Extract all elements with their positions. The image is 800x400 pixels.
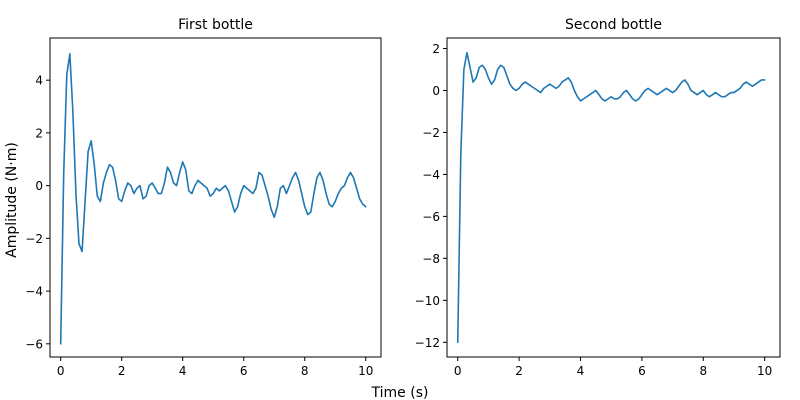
y-tick-label: 2 — [35, 126, 43, 140]
x-tick-label: 4 — [179, 364, 187, 378]
plot-area — [59, 53, 367, 345]
axes-frame — [49, 37, 382, 358]
tick-group: 0 2 4 6 8 10 −6 −4 −2 0 2 4 — [25, 74, 373, 378]
subplot-first-bottle: First bottle 0 2 4 6 8 10 −6 −4 −2 0 2 4 — [25, 17, 382, 378]
y-tick-label: −12 — [415, 336, 440, 350]
y-tick-label: 4 — [35, 74, 43, 88]
x-tick-label: 2 — [515, 364, 523, 378]
x-tick-label: 2 — [118, 364, 126, 378]
y-tick-label: −2 — [422, 126, 440, 140]
y-tick-label: 2 — [432, 42, 440, 56]
y-tick-label: −6 — [422, 210, 440, 224]
x-tick-label: 10 — [757, 364, 772, 378]
y-tick-label: −8 — [422, 252, 440, 266]
x-tick-label: 8 — [699, 364, 707, 378]
x-tick-label: 8 — [301, 364, 309, 378]
x-tick-label: 10 — [358, 364, 373, 378]
subplot-title: First bottle — [178, 17, 253, 33]
series-line — [59, 53, 367, 345]
y-axis-label: Amplitude (N·m) — [4, 142, 20, 258]
y-tick-label: −2 — [25, 232, 43, 246]
x-tick-label: 0 — [454, 364, 462, 378]
y-tick-label: 0 — [35, 179, 43, 193]
series-line — [456, 51, 766, 344]
x-tick-label: 6 — [638, 364, 646, 378]
x-tick-label: 6 — [240, 364, 248, 378]
y-tick-label: −4 — [422, 168, 440, 182]
tick-group: 0 2 4 6 8 10 −12 −10 −8 −6 −4 −2 0 2 — [415, 42, 773, 378]
y-tick-label: −10 — [415, 294, 440, 308]
subplot-second-bottle: Second bottle 0 2 4 6 8 10 −12 −10 −8 −6 −4 −2 0 2 — [415, 17, 781, 378]
plot-area — [456, 51, 766, 344]
x-tick-label: 0 — [57, 364, 65, 378]
x-axis-label: Time (s) — [371, 385, 429, 400]
y-tick-label: −4 — [25, 285, 43, 299]
subplot-title: Second bottle — [565, 17, 662, 33]
y-tick-label: 0 — [432, 84, 440, 98]
y-tick-label: −6 — [25, 337, 43, 351]
axes-frame — [446, 37, 781, 358]
x-tick-label: 4 — [577, 364, 585, 378]
